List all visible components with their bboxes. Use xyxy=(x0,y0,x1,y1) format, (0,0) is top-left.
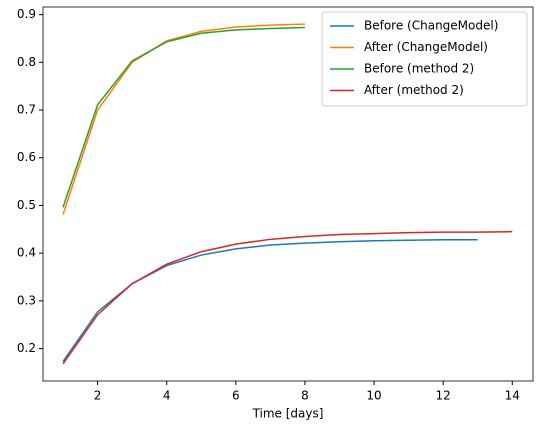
x-tick-label: 4 xyxy=(163,389,171,403)
y-tick-label: 0.3 xyxy=(17,293,36,307)
line-series xyxy=(62,26,305,208)
x-tick-label: 12 xyxy=(436,389,451,403)
line-series xyxy=(62,230,513,365)
y-tick-label: 0.6 xyxy=(17,150,36,164)
line-series xyxy=(62,23,305,215)
y-tick-label: 0.4 xyxy=(17,246,36,260)
legend-label: Before (method 2) xyxy=(364,62,474,76)
y-tick-label: 0.8 xyxy=(17,55,36,69)
plot-frame xyxy=(42,6,534,382)
legend-label: After (ChangeModel) xyxy=(364,40,488,54)
x-tick-label: 2 xyxy=(94,389,102,403)
x-tick-label: 14 xyxy=(505,389,520,403)
line-series xyxy=(62,239,478,362)
x-tick-label: 6 xyxy=(232,389,240,403)
y-tick-label: 0.9 xyxy=(17,7,36,21)
x-tick-label: 10 xyxy=(366,389,381,403)
legend-box xyxy=(321,11,528,107)
y-tick-label: 0.5 xyxy=(17,198,36,212)
y-tick-label: 0.2 xyxy=(17,341,36,355)
x-tick-label: 8 xyxy=(301,389,309,403)
x-axis-label: Time [days] xyxy=(252,407,324,421)
y-tick-label: 0.7 xyxy=(17,103,36,117)
legend-label: After (method 2) xyxy=(364,83,464,97)
legend-label: Before (ChangeModel) xyxy=(364,19,498,33)
